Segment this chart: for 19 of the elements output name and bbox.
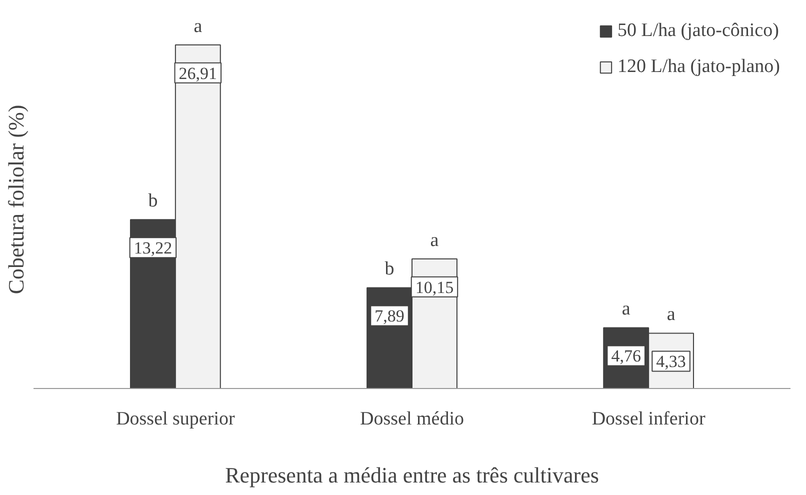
legend-label: 120 L/ha (jato-plano) — [617, 56, 780, 78]
annotation: a — [622, 298, 631, 320]
annotation: a — [430, 230, 440, 251]
x-tick-label: Dossel inferior — [592, 408, 706, 430]
x-tick-label: Dossel médio — [360, 408, 464, 430]
data-label: 7,89 — [374, 306, 404, 326]
annotation: a — [194, 16, 203, 37]
data-label: 4,33 — [656, 352, 686, 372]
data-label: 13,22 — [134, 238, 172, 258]
data-label: 4,76 — [611, 346, 641, 366]
annotation: b — [148, 190, 158, 212]
legend-label: 50 L/ha (jato-cônico) — [617, 20, 779, 42]
annotation: a — [666, 304, 676, 326]
data-label: 26,91 — [178, 64, 218, 83]
y-axis-title: Cobetura foliolar (%) — [4, 104, 28, 294]
data-label: 10,15 — [415, 278, 454, 297]
x-tick-label: Dossel superior — [116, 408, 236, 430]
x-axis-title: Representa a média entre as três cultivares — [225, 462, 599, 488]
annotation: b — [384, 258, 394, 280]
